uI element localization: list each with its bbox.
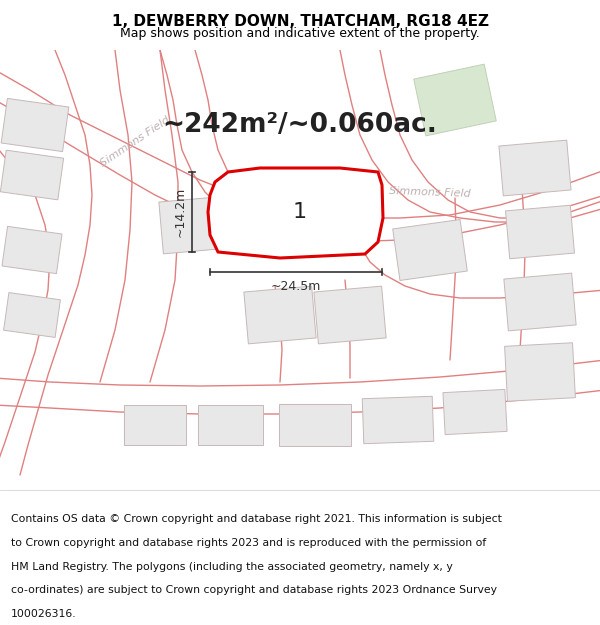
Polygon shape bbox=[4, 292, 61, 338]
Text: Map shows position and indicative extent of the property.: Map shows position and indicative extent… bbox=[120, 27, 480, 40]
Polygon shape bbox=[506, 205, 574, 259]
Text: to Crown copyright and database rights 2023 and is reproduced with the permissio: to Crown copyright and database rights 2… bbox=[11, 538, 486, 548]
Polygon shape bbox=[2, 226, 62, 274]
Text: HM Land Registry. The polygons (including the associated geometry, namely x, y: HM Land Registry. The polygons (includin… bbox=[11, 561, 452, 571]
Text: 1: 1 bbox=[293, 202, 307, 222]
Polygon shape bbox=[414, 64, 496, 136]
Text: ~24.5m: ~24.5m bbox=[271, 280, 321, 293]
Polygon shape bbox=[197, 405, 263, 445]
Text: ~14.2m: ~14.2m bbox=[174, 187, 187, 237]
Text: 100026316.: 100026316. bbox=[11, 609, 76, 619]
Polygon shape bbox=[159, 196, 231, 254]
Text: Contains OS data © Crown copyright and database right 2021. This information is : Contains OS data © Crown copyright and d… bbox=[11, 514, 502, 524]
Text: ~242m²/~0.060ac.: ~242m²/~0.060ac. bbox=[163, 112, 437, 138]
Polygon shape bbox=[393, 219, 467, 281]
Polygon shape bbox=[1, 150, 64, 200]
Polygon shape bbox=[443, 389, 507, 434]
Polygon shape bbox=[505, 342, 575, 401]
Polygon shape bbox=[279, 404, 351, 446]
Polygon shape bbox=[499, 140, 571, 196]
Text: co-ordinates) are subject to Crown copyright and database rights 2023 Ordnance S: co-ordinates) are subject to Crown copyr… bbox=[11, 585, 497, 595]
Polygon shape bbox=[124, 405, 186, 445]
Text: Simmons Field: Simmons Field bbox=[389, 186, 471, 198]
Text: 1, DEWBERRY DOWN, THATCHAM, RG18 4EZ: 1, DEWBERRY DOWN, THATCHAM, RG18 4EZ bbox=[112, 14, 488, 29]
Polygon shape bbox=[1, 98, 69, 152]
Polygon shape bbox=[244, 286, 316, 344]
Polygon shape bbox=[208, 168, 383, 258]
Polygon shape bbox=[314, 286, 386, 344]
Text: Simmons Field: Simmons Field bbox=[98, 115, 172, 169]
Polygon shape bbox=[362, 396, 434, 444]
Polygon shape bbox=[504, 273, 576, 331]
